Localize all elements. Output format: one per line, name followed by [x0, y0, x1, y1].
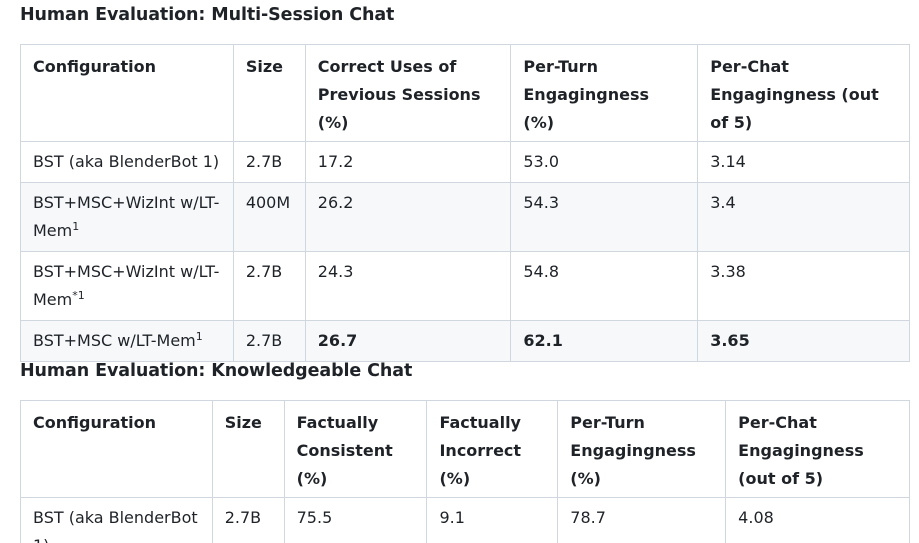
header-factually-consistent: Factually Consistent (%): [283, 400, 428, 498]
cell-config: BST+MSC+WizInt w/LT-Mem*1: [20, 251, 234, 321]
cell-correct: 26.7: [304, 320, 512, 362]
table-header-row: Configuration Size Correct Uses of Previ…: [20, 44, 910, 142]
cell-config: BST (aka BlenderBot 1): [20, 497, 213, 543]
footnote-marker[interactable]: 1: [72, 220, 80, 233]
header-configuration: Configuration: [20, 44, 234, 142]
footnote-marker[interactable]: *1: [72, 289, 85, 302]
cell-per-turn: 54.8: [510, 251, 699, 321]
cell-per-chat: 3.14: [697, 141, 910, 183]
cell-per-chat: 4.08: [725, 497, 910, 543]
cell-config: BST+MSC w/LT-Mem1: [20, 320, 234, 362]
header-size: Size: [211, 400, 285, 498]
cell-per-chat: 3.4: [697, 182, 910, 252]
table-row: BST (aka BlenderBot 1) 2.7B 75.5 9.1 78.…: [20, 497, 910, 543]
cell-config: BST+MSC+WizInt w/LT-Mem1: [20, 182, 234, 252]
footnote-marker[interactable]: 1: [195, 330, 203, 343]
header-per-chat: Per-Chat Engagingness (out of 5): [725, 400, 910, 498]
section-title-multi-session: Human Evaluation: Multi-Session Chat: [20, 5, 395, 25]
cell-per-turn: 54.3: [510, 182, 699, 252]
header-per-turn: Per-Turn Engagingness (%): [557, 400, 727, 498]
cell-correct: 26.2: [304, 182, 512, 252]
section-title-knowledgeable: Human Evaluation: Knowledgeable Chat: [20, 361, 413, 381]
header-factually-incorrect: Factually Incorrect (%): [426, 400, 559, 498]
knowledgeable-table: Configuration Size Factually Consistent …: [20, 400, 910, 543]
header-configuration: Configuration: [20, 400, 213, 498]
multi-session-table: Configuration Size Correct Uses of Previ…: [20, 44, 910, 362]
header-per-turn: Per-Turn Engagingness (%): [510, 44, 699, 142]
cell-size: 2.7B: [232, 320, 306, 362]
cell-size: 2.7B: [211, 497, 285, 543]
cell-per-chat: 3.65: [697, 320, 910, 362]
cell-incorrect: 9.1: [426, 497, 559, 543]
cell-per-turn: 53.0: [510, 141, 699, 183]
cell-per-turn: 78.7: [557, 497, 727, 543]
cell-consistent: 75.5: [283, 497, 428, 543]
cell-per-turn: 62.1: [510, 320, 699, 362]
cell-per-chat: 3.38: [697, 251, 910, 321]
cell-size: 2.7B: [232, 141, 306, 183]
cell-correct: 17.2: [304, 141, 512, 183]
cell-config: BST (aka BlenderBot 1): [20, 141, 234, 183]
header-size: Size: [232, 44, 306, 142]
table-row: BST+MSC+WizInt w/LT-Mem*1 2.7B 24.3 54.8…: [20, 251, 910, 321]
table-row: BST+MSC w/LT-Mem1 2.7B 26.7 62.1 3.65: [20, 320, 910, 362]
header-per-chat: Per-Chat Engagingness (out of 5): [697, 44, 910, 142]
cell-correct: 24.3: [304, 251, 512, 321]
cell-size: 400M: [232, 182, 306, 252]
cell-size: 2.7B: [232, 251, 306, 321]
header-correct-uses: Correct Uses of Previous Sessions (%): [304, 44, 512, 142]
table-header-row: Configuration Size Factually Consistent …: [20, 400, 910, 498]
table-row: BST (aka BlenderBot 1) 2.7B 17.2 53.0 3.…: [20, 141, 910, 183]
table-row: BST+MSC+WizInt w/LT-Mem1 400M 26.2 54.3 …: [20, 182, 910, 252]
